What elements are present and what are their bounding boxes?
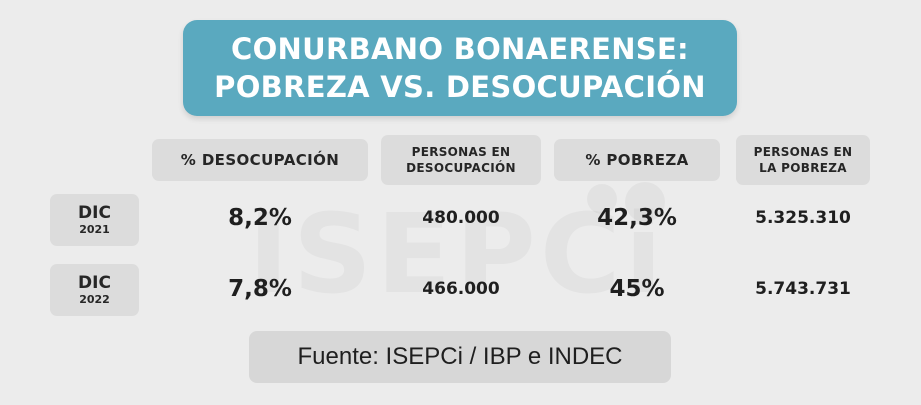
watermark-dot-left xyxy=(587,184,617,214)
cell-2021-people-unemployed: 480.000 xyxy=(422,208,500,228)
row-label-dic-2021: DIC 2021 xyxy=(50,194,139,246)
cell-2021-pct-poverty: 42,3% xyxy=(597,205,677,231)
column-header-pct-unemployment: % DESOCUPACIÓN xyxy=(152,139,368,181)
row-label-dic-2022: DIC 2022 xyxy=(50,264,139,316)
cell-2021-people-in-poverty: 5.325.310 xyxy=(755,208,851,228)
cell-2022-pct-unemployment: 7,8% xyxy=(228,276,292,302)
cell-2022-people-in-poverty: 5.743.731 xyxy=(755,279,851,299)
column-header-people-in-poverty: PERSONAS EN LA POBREZA xyxy=(736,135,870,185)
cell-2021-pct-unemployment: 8,2% xyxy=(228,205,292,231)
source-caption: Fuente: ISEPCi / IBP e INDEC xyxy=(249,331,671,383)
title-banner: CONURBANO BONAERENSE: POBREZA VS. DESOCU… xyxy=(183,20,737,116)
column-header-pct-poverty: % POBREZA xyxy=(554,139,720,181)
column-header-people-unemployed: PERSONAS EN DESOCUPACIÓN xyxy=(381,135,541,185)
cell-2022-pct-poverty: 45% xyxy=(609,276,665,302)
cell-2022-people-unemployed: 466.000 xyxy=(422,279,500,299)
watermark-dot-right xyxy=(625,182,665,222)
title-line-1: CONURBANO BONAERENSE: xyxy=(231,32,689,66)
title-line-2: POBREZA VS. DESOCUPACIÓN xyxy=(214,70,706,104)
